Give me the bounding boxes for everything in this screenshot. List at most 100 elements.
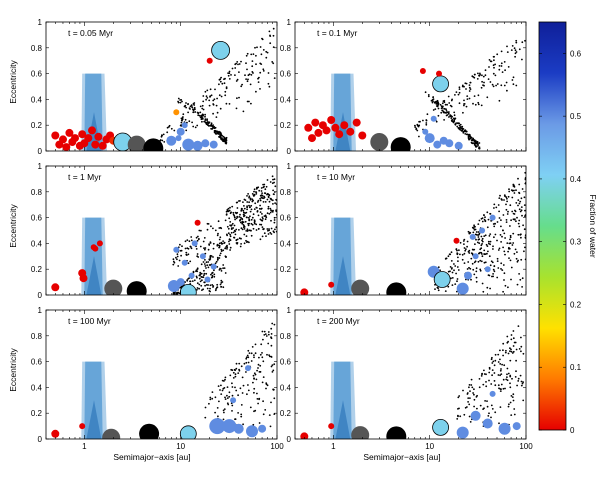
planetesimal-point [472,268,475,271]
planetesimal-point [256,392,258,395]
panel-time-label: t = 0.05 Myr [68,28,113,38]
planetesimal-point [235,217,238,220]
planetesimal-point [500,65,503,67]
embryo-marker [304,123,313,132]
planetesimal-point [250,53,253,56]
planetesimal-point [507,195,510,198]
planetesimal-point [492,248,494,250]
planetesimal-point [243,207,246,210]
planetesimal-point [264,333,267,335]
planetesimal-point [516,384,518,387]
planetesimal-point [230,74,232,76]
planetesimal-point [194,111,197,113]
planetesimal-point [221,82,224,85]
planetesimal-point [513,341,516,344]
planetesimal-point [468,266,470,269]
planetesimal-point [494,222,496,225]
planetesimal-point [184,104,187,107]
planetesimal-point [463,238,466,241]
planetesimal-point [225,86,228,88]
planetesimal-point [504,351,507,354]
planetesimal-point [453,263,455,265]
planetesimal-point [250,74,253,76]
planetesimal-point [458,122,460,125]
planetesimal-point [245,62,247,65]
planetesimal-point [229,221,232,223]
embryo-marker [71,134,79,143]
planetesimal-point [503,84,506,87]
planetesimal-point [243,233,246,236]
planetesimal-point [500,368,502,370]
planetesimal-point [260,207,263,210]
planetesimal-point [457,256,459,259]
embryo-marker [201,139,210,148]
planetesimal-point [266,228,269,230]
planetesimal-point [238,63,241,65]
planetesimal-point [212,247,215,250]
planetesimal-point [440,105,443,108]
planetesimal-point [258,422,261,424]
planetesimal-point [254,46,256,49]
planetesimal-point [207,266,210,269]
planetesimal-point [235,367,238,370]
planetesimal-point [221,389,224,392]
y-tick-label: 0.8 [280,188,292,197]
planetesimal-point [518,348,521,350]
planetesimal-point [240,413,243,416]
planetesimal-point [246,228,249,231]
planetesimal-point [255,206,258,209]
planetesimal-point [226,248,228,250]
planetesimal-point [269,181,272,183]
planetesimal-point [218,135,221,138]
planetesimal-point [231,382,233,385]
planetesimal-point [207,125,210,127]
planetesimal-point [240,85,243,88]
planetesimal-point [200,118,203,121]
planetesimal-point [512,337,515,340]
planetesimal-point [207,284,210,286]
planetesimal-point [162,133,165,136]
planetesimal-point [488,412,490,415]
planetesimal-point [465,248,467,251]
planetesimal-point [272,230,275,233]
planetesimal-point [518,225,521,228]
planetesimal-point [223,380,225,382]
planetesimal-point [509,225,511,227]
planetesimal-point [223,78,225,81]
planetesimal-point [196,253,199,255]
planetesimal-point [263,232,266,235]
planetesimal-point [492,245,494,248]
planetesimal-point [512,212,515,215]
planetesimal-point [502,387,505,390]
planetesimal-point [515,348,518,351]
planetesimal-point [506,376,508,378]
planetesimal-point [490,404,493,407]
planetesimal-point [456,122,459,125]
planetesimal-point [437,114,440,117]
planetesimal-point [514,218,516,221]
planetesimal-point [505,81,508,84]
planetesimal-point [473,398,476,401]
planetesimal-point [488,371,491,374]
planetesimal-point [479,268,482,271]
planetesimal-point [172,293,175,295]
planetesimal-point [195,248,198,250]
planetesimal-point [463,104,465,107]
planetesimal-point [453,269,455,272]
planetesimal-point [497,374,500,376]
planetesimal-point [255,191,257,193]
planetesimal-point [494,74,497,77]
planetesimal-point [231,205,234,208]
planetesimal-point [209,396,212,399]
planetesimal-point [496,221,499,223]
panel-frame [294,165,527,296]
planetesimal-point [218,257,221,259]
planetesimal-point [477,143,479,145]
planetesimal-point [485,385,488,388]
y-tick-label: 0 [287,435,292,444]
planetesimal-point [505,349,507,352]
planetesimal-point [499,374,501,377]
planetesimal-point [229,212,232,215]
planetesimal-point [213,125,216,128]
panel-time-label: t = 10 Myr [317,172,355,182]
